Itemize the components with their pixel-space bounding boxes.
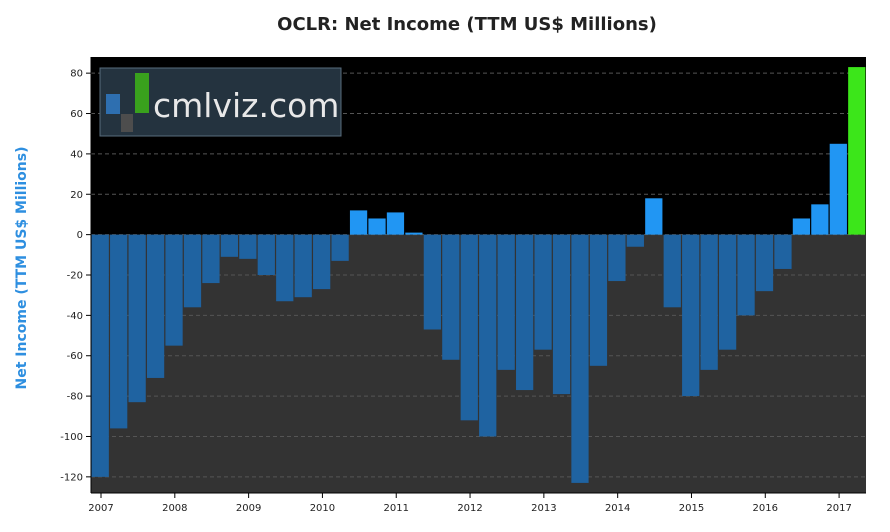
y-tick-label: -40 — [67, 311, 83, 322]
below-zero-area — [91, 234, 866, 493]
bar — [128, 234, 146, 403]
bar — [479, 234, 497, 437]
bar — [220, 234, 239, 257]
bar — [552, 234, 571, 395]
bar — [608, 234, 626, 282]
y-tick-label: 80 — [70, 69, 83, 80]
bar — [589, 234, 608, 366]
y-tick-label: -80 — [67, 392, 83, 403]
x-tick-label: 2015 — [679, 503, 704, 514]
bar — [276, 234, 294, 302]
x-tick-label: 2012 — [457, 503, 482, 514]
bar — [349, 210, 368, 235]
chart-title: OCLR: Net Income (TTM US$ Millions) — [277, 14, 657, 35]
x-tick-label: 2017 — [826, 503, 851, 514]
bar — [165, 234, 183, 346]
logo-square-gray — [121, 114, 133, 132]
x-tick-label: 2011 — [384, 503, 409, 514]
bar — [663, 234, 681, 308]
x-tick-label: 2014 — [605, 503, 630, 514]
bar — [405, 232, 423, 235]
bar — [368, 218, 386, 235]
bar — [718, 234, 737, 350]
axes: 80 60 40 20 0 -20 -40 -60 -80 -100 -120 2007 2008 200… — [60, 57, 866, 514]
watermark-text: cmlviz.com — [153, 86, 339, 125]
bar — [534, 234, 552, 350]
y-tick-label: 20 — [70, 190, 83, 201]
x-tick-label: 2010 — [310, 503, 335, 514]
y-tick-label: 40 — [70, 149, 83, 160]
bar — [497, 234, 515, 370]
bar — [202, 234, 220, 284]
y-tick-label: 60 — [70, 109, 83, 120]
bar — [516, 234, 534, 391]
bar — [183, 234, 202, 308]
bar — [737, 234, 755, 316]
x-tick-label: 2007 — [88, 503, 113, 514]
bar — [294, 234, 312, 298]
y-tick-label: 0 — [77, 230, 83, 241]
bar — [386, 212, 405, 235]
bars — [91, 67, 866, 483]
bar — [682, 234, 700, 397]
bar — [700, 234, 718, 370]
grid-lines — [91, 72, 866, 478]
logo-square-blue — [106, 94, 120, 114]
bar — [146, 234, 165, 378]
x-tick-label: 2009 — [236, 503, 261, 514]
bar — [110, 234, 128, 429]
x-tick-label: 2016 — [753, 503, 778, 514]
bar — [423, 234, 441, 330]
x-tick-label: 2008 — [162, 503, 187, 514]
bar — [792, 218, 811, 235]
bar — [442, 234, 460, 360]
x-tick-label: 2013 — [531, 503, 556, 514]
y-tick-label: -100 — [60, 432, 83, 443]
bar — [829, 143, 847, 235]
watermark-logo: cmlviz.com — [99, 67, 342, 137]
bar — [571, 234, 589, 483]
y-tick-label: -120 — [60, 472, 83, 483]
bar — [257, 234, 275, 275]
bar — [91, 234, 109, 477]
bar — [811, 204, 829, 235]
bar — [774, 234, 792, 269]
y-tick-label: -60 — [67, 351, 83, 362]
logo-bar-green — [135, 73, 149, 113]
y-tick-label: -20 — [67, 271, 83, 282]
bar — [755, 234, 774, 292]
bar — [331, 234, 349, 261]
bar — [848, 67, 866, 235]
bar — [626, 234, 644, 247]
bar — [313, 234, 331, 290]
bar — [645, 198, 663, 235]
bar — [460, 234, 478, 421]
bar — [239, 234, 257, 259]
